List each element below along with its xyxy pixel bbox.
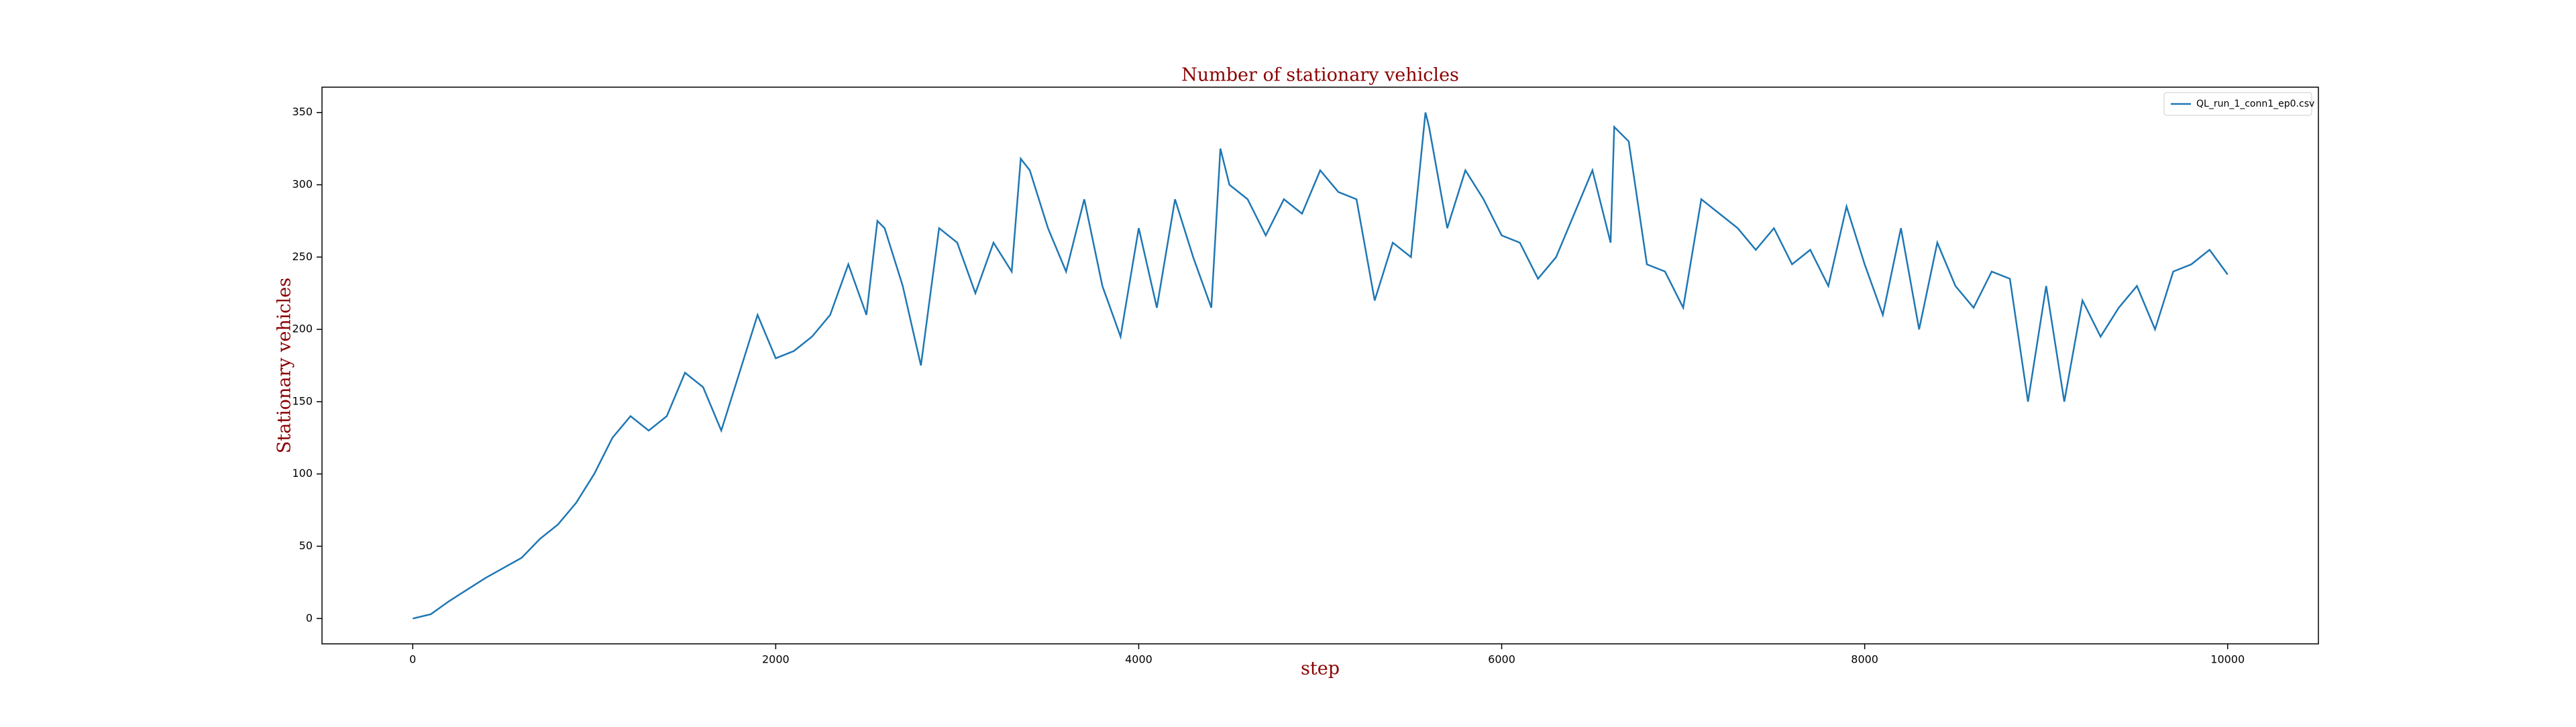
x-tick-label: 8000: [1851, 653, 1878, 666]
chart-title: Number of stationary vehicles: [1181, 65, 1459, 86]
line-series: [413, 112, 2229, 620]
y-tick-label: 300: [292, 178, 313, 190]
y-tick-label: 0: [306, 612, 313, 624]
y-tick-label: 100: [292, 467, 313, 480]
y-tick-label: 200: [292, 323, 313, 335]
x-tick-label: 2000: [762, 653, 790, 666]
x-tick-label: 4000: [1125, 653, 1152, 666]
x-axis-label: step: [1301, 659, 1340, 679]
x-tick-label: 10000: [2210, 653, 2245, 666]
x-tick-label: 6000: [1488, 653, 1515, 666]
y-axis-label: Stationary vehicles: [274, 278, 295, 453]
y-tick-label: 50: [299, 539, 313, 552]
legend-box: [2163, 92, 2312, 116]
y-tick-label: 350: [292, 105, 313, 118]
y-tick-label: 150: [292, 394, 313, 407]
legend-label: QL_run_1_conn1_ep0.csv: [2196, 99, 2314, 109]
y-tick-label: 250: [292, 250, 313, 263]
plot-frame: [321, 87, 2319, 645]
x-tick-label: 0: [409, 653, 416, 666]
